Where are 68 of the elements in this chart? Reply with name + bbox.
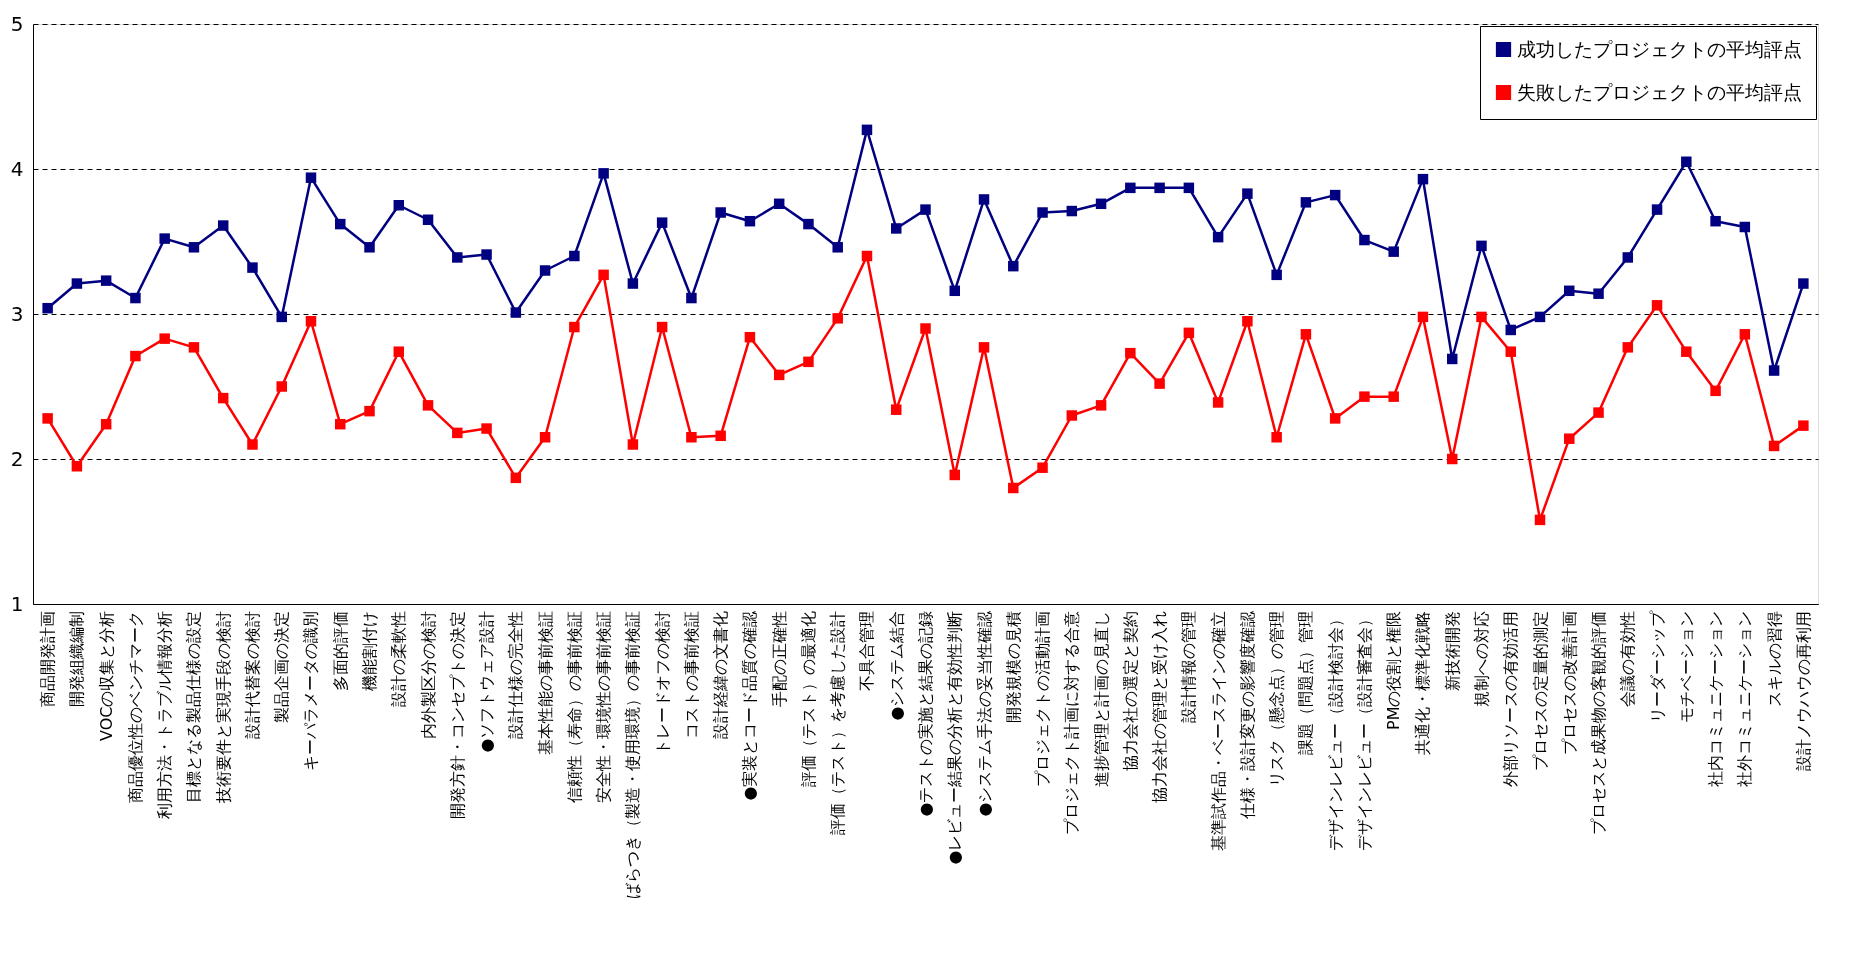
x-tick-label: 設計ノウハウの再利用 xyxy=(1793,610,1813,771)
x-tick-label: 設計仕様の完全性 xyxy=(506,610,526,739)
x-tick-label: 基準試作品・ベースラインの確立 xyxy=(1208,610,1228,851)
x-tick-label: 技術要件と実現手段の検討 xyxy=(213,610,233,804)
x-tick-label: ●システム手法の妥当性確認 xyxy=(974,610,994,817)
x-tick-label: 製品企画の決定 xyxy=(272,610,292,723)
x-tick-label: 目標となる製品仕様の設定 xyxy=(184,610,204,803)
x-tick-label: プロジェクト計画に対する合意 xyxy=(1062,610,1082,835)
x-tick-label: 設計代替案の検討 xyxy=(242,610,262,739)
x-tick-label: プロセスの定量的測定 xyxy=(1530,610,1550,771)
x-tick-label: 共通化・標準化戦略 xyxy=(1413,610,1433,755)
x-tick-label: プロジェクトの活動計画 xyxy=(1033,610,1053,787)
y-tick-label: 5 xyxy=(10,11,24,36)
legend-label: 成功したプロジェクトの平均評点 xyxy=(1517,37,1802,60)
x-tick-label: 新技術開発 xyxy=(1442,610,1462,691)
x-tick-label: デザインレビュー（設計審査会） xyxy=(1354,610,1374,851)
legend-label: 失敗したプロジェクトの平均評点 xyxy=(1517,80,1802,103)
x-tick-label: 手配の正確性 xyxy=(769,610,789,707)
x-tick-label: 開発組織編制 xyxy=(67,610,87,707)
x-tick-label: ●ソフトウェア設計 xyxy=(477,610,497,753)
x-tick-label: 仕様・設計変更の影響度確認 xyxy=(1237,610,1257,820)
x-tick-label: 機能割付け xyxy=(360,610,380,691)
x-tick-label: 商品優位性のベンチマーク xyxy=(125,610,145,803)
x-tick-label: 設計情報の管理 xyxy=(1179,610,1199,723)
x-tick-label: 不具合管理 xyxy=(857,610,877,691)
x-tick-label: 協力会社の管理と受け入れ xyxy=(1150,610,1170,803)
x-tick-label: 多面的評価 xyxy=(330,610,350,691)
x-tick-label: 評価（テスト）の最適化 xyxy=(798,610,818,787)
x-tick-label: 内外製区分の検討 xyxy=(418,610,438,739)
x-tick-label: リーダーシップ xyxy=(1647,609,1667,723)
x-tick-label: 社内コミュニケーション xyxy=(1706,610,1726,787)
x-tick-label: PMの役割と権限 xyxy=(1384,610,1404,730)
x-tick-label: ばらつき（製造・使用環境）の事前検証 xyxy=(623,610,643,899)
x-tick-label: ●レビュー結果の分析と有効性判断 xyxy=(945,610,965,865)
x-tick-label: プロセスと成果物の客観的評価 xyxy=(1589,610,1609,835)
x-tick-label: ●テストの実施と結果の記録 xyxy=(916,610,935,817)
x-tick-label: 評価（テスト）を考慮した設計 xyxy=(828,610,848,835)
x-tick-label: ●実装とコード品質の確認 xyxy=(740,610,760,801)
x-tick-label: ●システム結合 xyxy=(886,610,906,721)
x-tick-label: 規制への対応 xyxy=(1471,610,1491,707)
x-tick-label: 外部リソースの有効活用 xyxy=(1501,610,1521,787)
y-tick-label: 4 xyxy=(10,156,24,181)
x-tick-label: 商品開発計画 xyxy=(38,610,58,707)
x-tick-label: プロセスの改善計画 xyxy=(1559,610,1579,755)
x-tick-label: 信頼性（寿命）の事前検証 xyxy=(564,610,584,803)
x-tick-label: 進捗管理と計画の見直し xyxy=(1091,610,1111,787)
x-tick-label: キーパラメータの識別 xyxy=(301,610,321,771)
x-tick-label: 会議の有効性 xyxy=(1618,610,1638,707)
x-tick-label: デザインレビュー（設計検討会） xyxy=(1325,610,1345,851)
x-tick-label: スキルの習得 xyxy=(1764,610,1784,707)
x-tick-label: VOCの収集と分析 xyxy=(96,610,116,741)
x-tick-label: 課題（問題点）管理 xyxy=(1296,610,1316,755)
x-tick-label: 協力会社の選定と契約 xyxy=(1120,610,1140,771)
x-tick-label: 利用方法・トラブル情報分析 xyxy=(155,610,175,819)
x-tick-label: モチベーション xyxy=(1676,610,1696,723)
x-tick-label: 社外コミュニケーション xyxy=(1735,610,1755,787)
y-tick-label: 3 xyxy=(10,301,24,326)
x-tick-label: コストの事前検証 xyxy=(681,610,701,739)
x-tick-label: トレードオフの検討 xyxy=(652,610,672,755)
x-tick-label: 設計の柔軟性 xyxy=(389,610,409,707)
x-tick-label: 開発方針・コンセプトの決定 xyxy=(447,610,467,819)
x-tick-label: 開発規模の見積 xyxy=(1003,610,1023,723)
x-tick-label: 安全性・環境性の事前検証 xyxy=(594,610,614,803)
x-tick-label: 基本性能の事前検証 xyxy=(535,610,555,755)
y-tick-label: 2 xyxy=(10,446,24,471)
x-tick-label: リスク（懸念点）の管理 xyxy=(1267,610,1287,787)
x-tick-label: 設計経緯の文書化 xyxy=(711,610,731,739)
y-tick-label: 1 xyxy=(10,591,24,616)
